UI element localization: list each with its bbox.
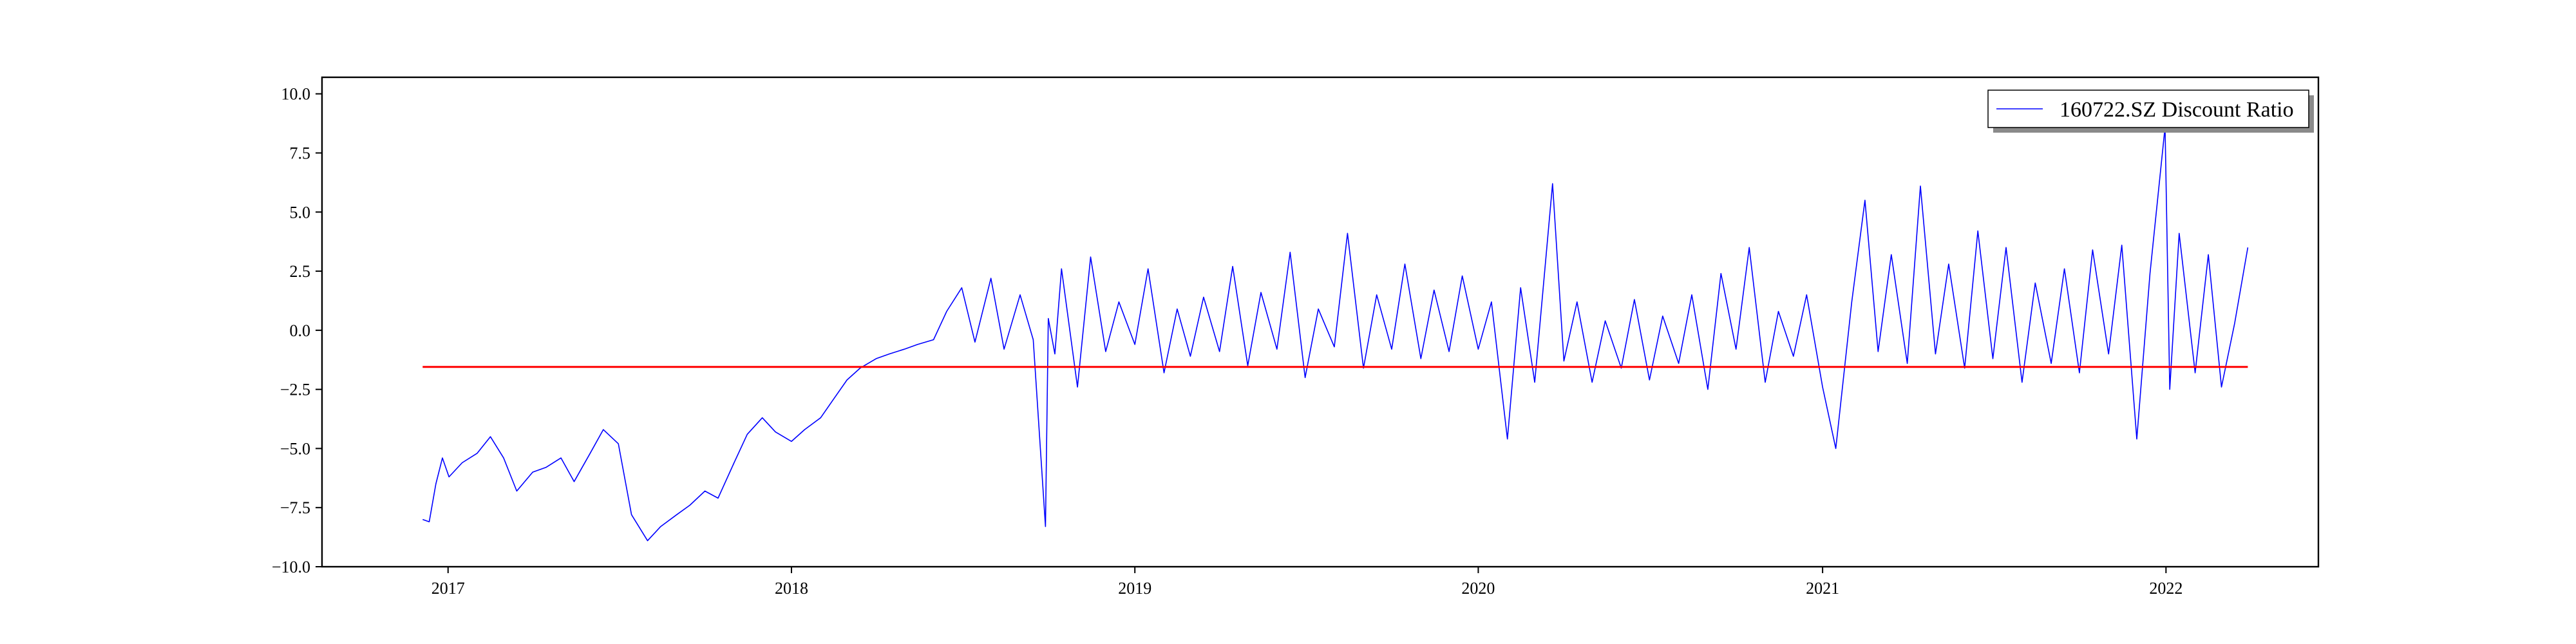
legend-label: 160722.SZ Discount Ratio — [2060, 98, 2294, 122]
plot-frame — [321, 76, 2320, 568]
y-tick-label: 7.5 — [290, 144, 311, 162]
y-tick-label: 5.0 — [290, 203, 311, 222]
series-line-discount-ratio — [422, 126, 2249, 542]
x-tick-label: 2022 — [2149, 579, 2183, 598]
y-tick-label: −7.5 — [280, 498, 310, 517]
y-axis: 10.0 7.5 5.0 2.5 0.0 −2.5 −5.0 −7.5 −10.0 — [272, 85, 322, 576]
y-tick-label: 2.5 — [290, 262, 311, 281]
x-tick-label: 2019 — [1118, 579, 1151, 598]
x-tick-label: 2021 — [1806, 579, 1839, 598]
y-tick-label: −2.5 — [280, 381, 310, 399]
x-axis: 2017 2018 2019 2020 2021 2022 — [431, 567, 2183, 598]
y-tick-label: −10.0 — [272, 558, 310, 576]
x-tick-label: 2017 — [431, 579, 465, 598]
legend: 160722.SZ Discount Ratio — [1987, 90, 2314, 133]
series-layer — [422, 126, 2249, 542]
y-tick-label: −5.0 — [280, 439, 310, 458]
x-tick-label: 2018 — [775, 579, 808, 598]
y-tick-label: 0.0 — [290, 321, 311, 340]
x-tick-label: 2020 — [1461, 579, 1495, 598]
y-tick-label: 10.0 — [281, 85, 311, 104]
